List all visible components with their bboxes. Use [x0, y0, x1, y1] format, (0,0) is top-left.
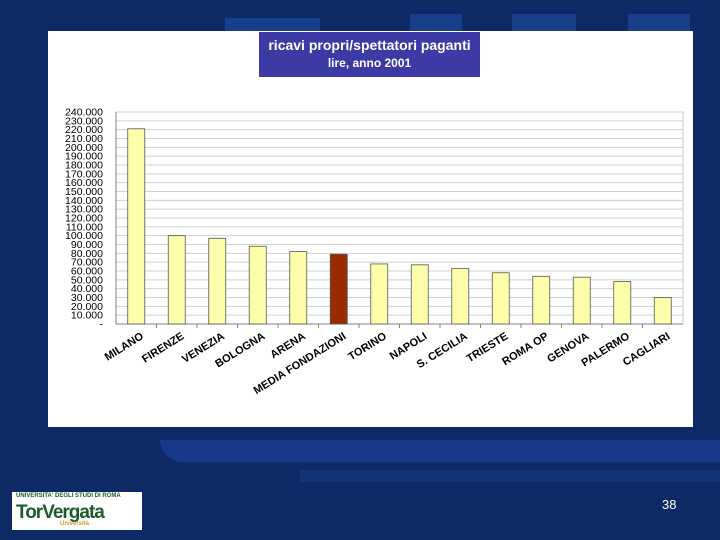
- bar: [613, 281, 632, 325]
- y-tick-label: 170.000: [65, 168, 103, 180]
- y-tick-label: 20.000: [71, 301, 103, 313]
- logo-top-text: UNIVERSITA' DEGLI STUDI DI ROMA: [16, 493, 121, 499]
- header-decoration: [628, 14, 690, 32]
- footer-decoration: [160, 440, 720, 462]
- bar: [248, 245, 267, 325]
- y-tick-label: -: [100, 319, 104, 331]
- y-tick-label: 220.000: [65, 124, 103, 136]
- y-tick-label: 150.000: [65, 186, 103, 198]
- y-tick-label: 10.000: [71, 310, 103, 322]
- logo-main-text: TorVergata: [16, 502, 105, 523]
- bar: [208, 237, 227, 325]
- chart-subtitle: lire, anno 2001: [327, 56, 412, 70]
- x-tick-label: TORINO: [346, 330, 389, 363]
- y-tick-label: 180.000: [65, 160, 103, 172]
- y-tick-label: 90.000: [71, 239, 103, 251]
- y-tick-label: 130.000: [65, 204, 103, 216]
- bar: [329, 253, 348, 325]
- page-number: 38: [662, 497, 677, 512]
- bar: [532, 275, 551, 325]
- bar: [167, 235, 186, 325]
- chart-title: ricavi propri/spettatori paganti: [268, 37, 471, 53]
- footer-decoration: [300, 470, 720, 482]
- y-tick-label: 80.000: [71, 248, 103, 260]
- y-tick-label: 160.000: [65, 177, 103, 189]
- y-tick-label: 60.000: [71, 266, 103, 278]
- bar: [289, 251, 308, 325]
- y-tick-label: 70.000: [71, 257, 103, 269]
- header-decoration: [512, 14, 576, 32]
- y-tick-label: 30.000: [71, 292, 103, 304]
- bar: [491, 272, 510, 325]
- y-tick-label: 190.000: [65, 151, 103, 163]
- y-tick-label: 100.000: [65, 230, 103, 242]
- y-tick-label: 230.000: [65, 115, 103, 127]
- x-tick-label: FIRENZE: [140, 330, 186, 365]
- header-decoration: [410, 14, 462, 32]
- bar: [653, 297, 672, 325]
- y-tick-label: 40.000: [71, 283, 103, 295]
- y-tick-label: 140.000: [65, 195, 103, 207]
- y-tick-label: 50.000: [71, 274, 103, 286]
- chart-title-box: ricavi propri/spettatori paganti lire, a…: [259, 32, 480, 77]
- bar: [127, 128, 146, 325]
- x-tick-label: MILANO: [103, 330, 147, 363]
- y-tick-label: 240.000: [65, 107, 103, 119]
- logo-bottom-text: Università: [60, 521, 90, 527]
- y-tick-label: 120.000: [65, 213, 103, 225]
- bar: [410, 264, 429, 325]
- y-tick-label: 110.000: [66, 221, 103, 233]
- x-tick-label: ROMA OP: [500, 330, 551, 368]
- university-logo: UNIVERSITA' DEGLI STUDI DI ROMA TorVerga…: [12, 492, 142, 530]
- y-tick-label: 210.000: [65, 133, 103, 145]
- bar: [572, 276, 591, 325]
- header-decoration: [225, 18, 320, 32]
- y-tick-label: 200.000: [65, 142, 103, 154]
- bar: [451, 267, 470, 325]
- bar: [370, 263, 389, 325]
